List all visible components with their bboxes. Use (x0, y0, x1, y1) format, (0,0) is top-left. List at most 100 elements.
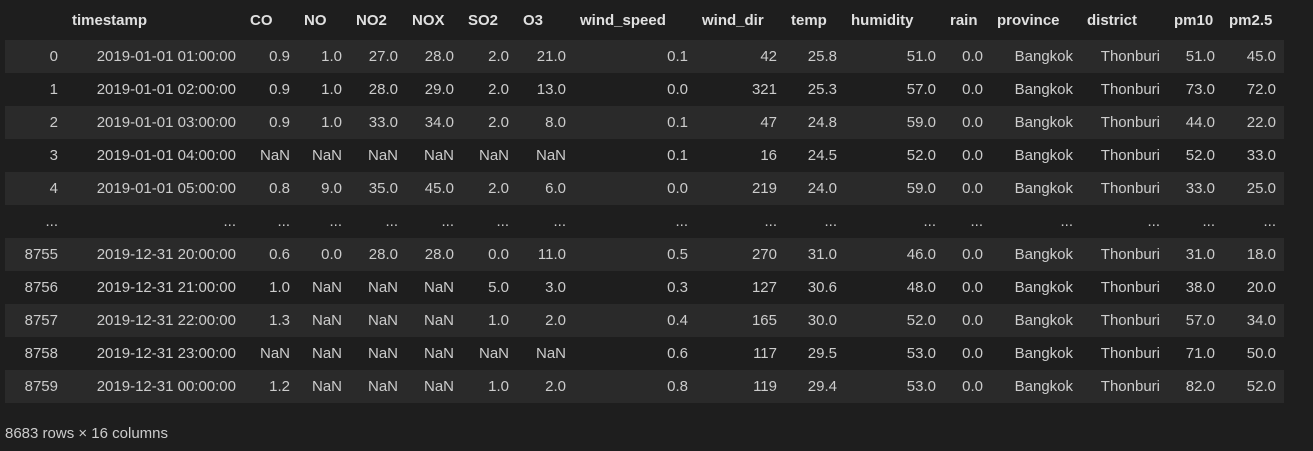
table-cell: 0.6 (667, 345, 688, 362)
table-cell: 0.0 (962, 114, 983, 131)
table-row: ........................................… (5, 205, 1284, 238)
table-cell: 72.0 (1246, 81, 1276, 98)
table-cell: 165 (751, 312, 777, 329)
table-cell: 219 (751, 180, 777, 197)
table-row: 8756 2019-12-31 21:00:00 1.0 NaN NaN NaN 5.0 3.… (5, 271, 1284, 304)
table-cell: 1.0 (321, 81, 342, 98)
row-index: 8756 (24, 279, 58, 296)
table-row: 4 2019-01-01 05:00:00 0.8 9.0 35.0 45.0 2.0 6.0… (5, 172, 1284, 205)
table-cell: 28.0 (368, 246, 398, 263)
table-cell: 53.0 (906, 345, 936, 362)
row-index: 0 (49, 48, 58, 65)
table-row: 8759 2019-12-31 00:00:00 1.2 NaN NaN NaN 1.0 2.… (5, 370, 1284, 403)
table-cell: 20.0 (1246, 279, 1276, 296)
table-cell: 11.0 (537, 246, 566, 263)
table-cell: 59.0 (906, 114, 936, 131)
table-cell: 73.0 (1185, 81, 1215, 98)
table-cell: NaN (311, 312, 342, 329)
table-cell: Thonburi (1100, 147, 1160, 164)
table-cell: 52.0 (906, 147, 936, 164)
table-cell: 2019-12-31 23:00:00 (96, 345, 236, 362)
table-cell: ... (277, 213, 290, 230)
table-cell: NaN (423, 345, 454, 362)
table-cell: ... (553, 213, 566, 230)
table-cell: 2.0 (488, 48, 509, 65)
table-cell: 46.0 (906, 246, 936, 263)
table-cell: Bangkok (1014, 81, 1073, 98)
table-cell: 0.0 (667, 81, 688, 98)
table-cell: 0.6 (269, 246, 290, 263)
table-cell: 38.0 (1185, 279, 1215, 296)
table-cell: 22.0 (1246, 114, 1276, 131)
table-cell: 25.8 (807, 48, 837, 65)
table-cell: Bangkok (1014, 279, 1073, 296)
table-cell: 52.0 (906, 312, 936, 329)
table-cell: 2019-01-01 02:00:00 (96, 81, 236, 98)
row-index: ... (45, 213, 58, 230)
table-cell: 0.8 (667, 378, 688, 395)
table-cell: ... (1202, 213, 1215, 230)
table-row: 8755 2019-12-31 20:00:00 0.6 0.0 28.0 28.0 0.0… (5, 238, 1284, 271)
column-header: district (1087, 11, 1138, 29)
table-cell: ... (329, 213, 342, 230)
table-cell: 2019-01-01 01:00:00 (96, 48, 236, 65)
table-cell: 29.5 (807, 345, 837, 362)
column-header: NO (304, 11, 327, 29)
column-header: NOX (412, 11, 445, 29)
table-cell: 57.0 (1185, 312, 1215, 329)
table-cell: NaN (311, 147, 342, 164)
table-cell: NaN (259, 147, 290, 164)
table-cell: ... (675, 213, 688, 230)
table-cell: 35.0 (368, 180, 398, 197)
table-cell: 1.0 (488, 378, 509, 395)
table-cell: Bangkok (1014, 378, 1073, 395)
table-cell: NaN (478, 147, 509, 164)
table-cell: NaN (423, 312, 454, 329)
table-cell: Thonburi (1100, 81, 1160, 98)
row-index: 8755 (24, 246, 58, 263)
column-header: pm2.5 (1229, 11, 1273, 29)
column-header: NO2 (356, 11, 387, 29)
table-cell: 0.9 (269, 81, 290, 98)
table-cell: 24.8 (807, 114, 837, 131)
table-cell: 13.0 (536, 81, 566, 98)
table-cell: 2.0 (488, 81, 509, 98)
table-cell: 0.0 (321, 246, 342, 263)
table-header: timestamp CO NO NO2 NOX SO2 O3 wind_speed wind_d… (5, 0, 1284, 40)
table-row: 8758 2019-12-31 23:00:00 NaN NaN NaN NaN NaN Na… (5, 337, 1284, 370)
table-cell: 0.0 (962, 378, 983, 395)
table-cell: 1.0 (321, 48, 342, 65)
header-row: timestamp CO NO NO2 NOX SO2 O3 wind_speed wind_d… (5, 0, 1284, 40)
table-cell: NaN (367, 312, 398, 329)
table-cell: ... (1060, 213, 1073, 230)
column-header: pm10 (1174, 11, 1214, 29)
row-index: 3 (49, 147, 58, 164)
table-cell: 52.0 (1185, 147, 1215, 164)
table-cell: NaN (423, 378, 454, 395)
table-cell: 117 (753, 345, 777, 362)
table-cell: 1.0 (488, 312, 509, 329)
column-header: O3 (523, 11, 544, 29)
table-cell: NaN (311, 345, 342, 362)
table-cell: NaN (259, 345, 290, 362)
table-cell: 1.3 (269, 312, 290, 329)
index-header (5, 0, 66, 40)
column-header: province (997, 11, 1060, 29)
table-cell: Bangkok (1014, 48, 1073, 65)
table-cell: 2.0 (488, 180, 509, 197)
table-cell: Bangkok (1014, 345, 1073, 362)
table-cell: 31.0 (1185, 246, 1215, 263)
table-cell: ... (441, 213, 454, 230)
table-row: 3 2019-01-01 04:00:00 NaN NaN NaN NaN NaN NaN 0.… (5, 139, 1284, 172)
table-cell: 2019-01-01 04:00:00 (96, 147, 236, 164)
table-cell: ... (1147, 213, 1160, 230)
row-index: 8759 (24, 378, 58, 395)
table-cell: NaN (367, 147, 398, 164)
table-cell: 2.0 (488, 114, 509, 131)
table-cell: 48.0 (906, 279, 936, 296)
table-cell: 53.0 (906, 378, 936, 395)
table-cell: 9.0 (321, 180, 342, 197)
table-cell: 34.0 (1246, 312, 1276, 329)
table-cell: 29.0 (424, 81, 454, 98)
